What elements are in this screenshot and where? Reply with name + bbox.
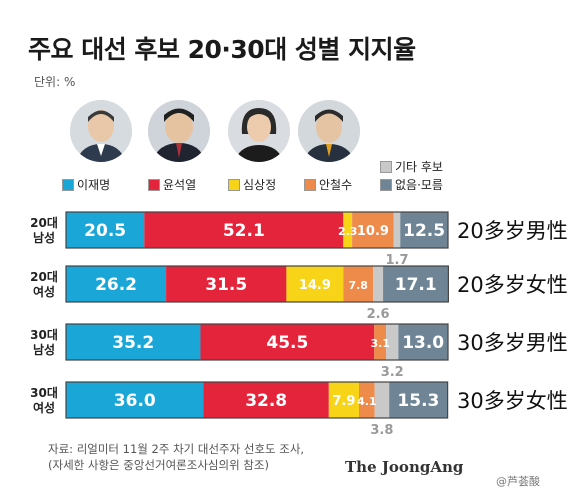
bar-outline-1 bbox=[65, 265, 449, 303]
category-label-0-0: 20대 bbox=[30, 216, 58, 230]
bar-segment-2-1 bbox=[200, 324, 375, 360]
value-label-0-4: 1.7 bbox=[385, 253, 408, 268]
bar-segment-2-4 bbox=[386, 324, 399, 360]
legend-item-other: 기타 후보 bbox=[380, 158, 443, 175]
value-label-2-3: 3.1 bbox=[370, 337, 390, 350]
value-label-3-4: 3.8 bbox=[370, 423, 393, 438]
value-label-3-3: 4.1 bbox=[357, 395, 377, 408]
bar-segment-0-2 bbox=[343, 212, 353, 248]
category-label-1-1: 여성 bbox=[33, 284, 55, 299]
category-label-2-1: 남성 bbox=[33, 342, 55, 357]
category-label-0-1: 남성 bbox=[33, 230, 55, 245]
legend-item-none: 없음·모름 bbox=[380, 176, 443, 193]
source-note: 자료: 리얼미터 11월 2주 차기 대선주자 선호도 조사, (자세한 사항은… bbox=[48, 441, 304, 473]
value-label-2-5: 13.0 bbox=[402, 333, 444, 353]
legend-item-lee: 이재명 bbox=[62, 176, 110, 193]
bar-segment-1-5 bbox=[383, 266, 449, 302]
value-label-1-3: 7.8 bbox=[348, 279, 368, 292]
avatar-ahn bbox=[298, 100, 360, 162]
category-label-2-0: 30대 bbox=[30, 328, 58, 342]
category-label-3-0: 30대 bbox=[30, 386, 58, 400]
legend-label-ahn: 안철수 bbox=[319, 178, 353, 192]
bar-segment-0-1 bbox=[144, 212, 344, 248]
category-annotation-0: 20多岁男性 bbox=[457, 219, 568, 243]
value-label-3-5: 15.3 bbox=[397, 391, 439, 411]
value-label-1-1: 31.5 bbox=[205, 275, 247, 295]
bar-segment-1-3 bbox=[343, 266, 374, 302]
value-label-2-4: 3.2 bbox=[381, 365, 404, 380]
value-label-2-1: 45.5 bbox=[266, 333, 308, 353]
unit-label: 단위: % bbox=[34, 75, 76, 89]
legend-item-yoon: 윤석열 bbox=[148, 176, 196, 193]
source-line-1: 자료: 리얼미터 11월 2주 차기 대선주자 선호도 조사, bbox=[48, 442, 305, 456]
bar-outline-2 bbox=[65, 323, 449, 361]
legend: 이재명 윤석열 심상정 안철수 기타 후보 없음·모름 bbox=[58, 160, 558, 211]
value-label-0-2: 2.3 bbox=[338, 225, 358, 238]
value-label-1-0: 26.2 bbox=[95, 275, 137, 295]
category-label-3-1: 여성 bbox=[33, 400, 55, 415]
category-annotation-2: 30多岁男性 bbox=[457, 331, 568, 355]
value-label-0-0: 20.5 bbox=[84, 221, 126, 241]
bar-segment-1-4 bbox=[373, 266, 384, 302]
bar-segment-3-3 bbox=[358, 382, 375, 418]
legend-label-none: 없음·모름 bbox=[395, 178, 443, 192]
bar-outline-0 bbox=[65, 211, 449, 249]
bar-segment-0-4 bbox=[393, 212, 401, 248]
bar-segment-2-3 bbox=[374, 324, 387, 360]
value-label-1-2: 14.9 bbox=[299, 278, 331, 293]
value-label-0-5: 12.5 bbox=[403, 221, 445, 241]
category-label-1-0: 20대 bbox=[30, 270, 58, 284]
avatar-lee bbox=[70, 100, 132, 162]
chart-title: 주요 대선 후보 20·30대 성별 지지율 bbox=[28, 35, 416, 64]
value-label-0-1: 52.1 bbox=[223, 221, 265, 241]
legend-label-yoon: 윤석열 bbox=[163, 178, 197, 192]
brand-logo-text: The JoongAng bbox=[345, 458, 464, 476]
value-label-0-3: 10.9 bbox=[357, 224, 389, 239]
bar-segment-1-0 bbox=[66, 266, 167, 302]
bar-segment-0-5 bbox=[400, 212, 448, 248]
bar-segment-3-2 bbox=[328, 382, 359, 418]
legend-swatch-ahn bbox=[304, 178, 316, 191]
value-label-2-0: 35.2 bbox=[112, 333, 154, 353]
bar-segment-3-1 bbox=[203, 382, 329, 418]
source-line-2: (자세한 사항은 중앙선거여론조사심의위 참조) bbox=[48, 458, 269, 472]
legend-label-lee: 이재명 bbox=[77, 178, 111, 192]
value-label-1-4: 2.6 bbox=[367, 307, 390, 322]
legend-swatch-sim bbox=[228, 178, 240, 191]
bar-segment-2-5 bbox=[398, 324, 448, 360]
bar-segment-3-4 bbox=[374, 382, 390, 418]
bar-segment-1-2 bbox=[286, 266, 344, 302]
legend-item-ahn: 안철수 bbox=[304, 176, 352, 193]
watermark: @芦荟酸 bbox=[496, 475, 540, 488]
legend-swatch-none bbox=[380, 178, 392, 191]
category-annotation-3: 30多岁女性 bbox=[457, 389, 568, 413]
avatar-yoon bbox=[148, 100, 210, 162]
bar-segment-1-1 bbox=[166, 266, 287, 302]
bar-segment-3-5 bbox=[389, 382, 448, 418]
value-label-3-2: 7.9 bbox=[332, 394, 355, 409]
bar-segment-2-0 bbox=[66, 324, 201, 360]
value-label-3-1: 32.8 bbox=[245, 391, 287, 411]
legend-item-sim: 심상정 bbox=[228, 176, 276, 193]
legend-label-other: 기타 후보 bbox=[395, 160, 443, 174]
value-label-1-5: 17.1 bbox=[395, 275, 437, 295]
category-annotation-1: 20多岁女性 bbox=[457, 273, 568, 297]
legend-swatch-lee bbox=[62, 178, 74, 191]
legend-label-sim: 심상정 bbox=[243, 178, 277, 192]
bar-segment-3-0 bbox=[66, 382, 204, 418]
value-label-3-0: 36.0 bbox=[114, 391, 156, 411]
avatar-sim bbox=[228, 100, 290, 162]
bar-outline-3 bbox=[65, 381, 449, 419]
bar-segment-0-3 bbox=[352, 212, 394, 248]
bar-segment-0-0 bbox=[66, 212, 145, 248]
legend-swatch-yoon bbox=[148, 178, 160, 191]
legend-swatch-other bbox=[380, 160, 392, 173]
